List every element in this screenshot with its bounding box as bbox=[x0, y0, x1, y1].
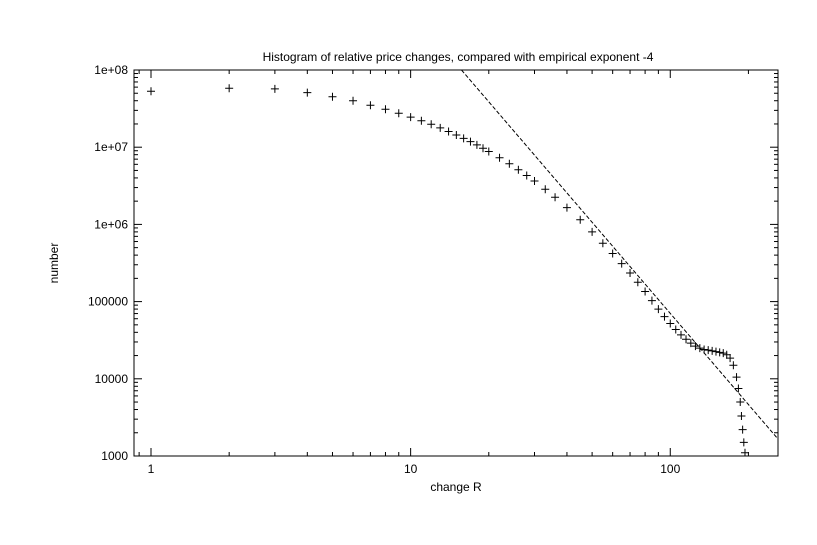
data-point bbox=[270, 84, 279, 93]
data-point bbox=[686, 339, 695, 348]
data-point bbox=[682, 335, 691, 344]
data-point bbox=[303, 88, 312, 97]
data-point bbox=[715, 348, 724, 357]
data-point bbox=[328, 92, 337, 101]
plot-frame bbox=[133, 69, 779, 457]
data-point bbox=[479, 144, 488, 153]
data-point bbox=[452, 130, 461, 139]
data-point bbox=[417, 116, 426, 125]
data-point bbox=[704, 346, 713, 355]
data-point bbox=[472, 140, 481, 149]
data-point bbox=[551, 193, 560, 202]
data-point bbox=[647, 296, 656, 305]
data-point bbox=[732, 373, 741, 382]
data-point bbox=[626, 268, 635, 277]
data-point bbox=[381, 105, 390, 114]
data-point bbox=[641, 287, 650, 296]
data-point bbox=[147, 87, 156, 96]
data-point bbox=[708, 346, 717, 355]
data-point bbox=[514, 165, 523, 174]
chart-title: Histogram of relative price changes, com… bbox=[263, 50, 654, 64]
x-tick-label: 1 bbox=[148, 462, 155, 476]
data-point bbox=[739, 438, 748, 447]
data-point bbox=[666, 319, 675, 328]
data-point bbox=[671, 325, 680, 334]
data-point bbox=[738, 425, 747, 434]
x-tick-label: 100 bbox=[660, 462, 680, 476]
data-point bbox=[530, 176, 539, 185]
y-tick-label: 1000 bbox=[101, 449, 128, 463]
data-point bbox=[225, 84, 234, 93]
power-law-line bbox=[461, 70, 778, 440]
data-point bbox=[541, 185, 550, 194]
x-axis-label: change R bbox=[430, 480, 482, 494]
data-point bbox=[654, 305, 663, 314]
data-point bbox=[562, 203, 571, 212]
data-point bbox=[719, 349, 728, 358]
data-point bbox=[737, 411, 746, 420]
x-tick-label: 10 bbox=[404, 462, 418, 476]
data-point bbox=[406, 113, 415, 122]
data-point bbox=[366, 101, 375, 110]
data-point bbox=[459, 134, 468, 143]
y-tick-label: 1e+07 bbox=[94, 140, 128, 154]
data-point bbox=[736, 398, 745, 407]
data-point bbox=[436, 123, 445, 132]
data-point bbox=[444, 127, 453, 136]
data-point bbox=[729, 361, 738, 370]
data-point bbox=[734, 384, 743, 393]
data-point bbox=[576, 215, 585, 224]
y-tick-label: 100000 bbox=[88, 295, 128, 309]
data-point bbox=[633, 278, 642, 287]
data-point bbox=[505, 159, 514, 168]
data-point bbox=[394, 109, 403, 118]
data-point bbox=[349, 96, 358, 105]
axis-ticks: 1000 10000 100000 1e+06 1e+07 1e+08 1 10 100 bbox=[88, 63, 778, 476]
data-point bbox=[677, 330, 686, 339]
data-point bbox=[484, 147, 493, 156]
y-tick-label: 10000 bbox=[95, 372, 129, 386]
y-tick-label: 1e+06 bbox=[94, 217, 128, 231]
data-point bbox=[427, 120, 436, 129]
y-tick-label: 1e+08 bbox=[94, 63, 128, 77]
data-point bbox=[726, 354, 735, 363]
data-point bbox=[617, 259, 626, 268]
data-point bbox=[522, 171, 531, 180]
data-point bbox=[722, 350, 731, 359]
data-point bbox=[598, 239, 607, 248]
data-point bbox=[466, 137, 475, 146]
y-axis-label: number bbox=[47, 243, 61, 284]
data-points bbox=[147, 70, 778, 456]
data-point bbox=[495, 153, 504, 162]
data-point bbox=[608, 249, 617, 258]
data-point bbox=[740, 448, 749, 456]
data-point bbox=[711, 347, 720, 356]
data-point bbox=[660, 312, 669, 321]
data-point bbox=[588, 227, 597, 236]
